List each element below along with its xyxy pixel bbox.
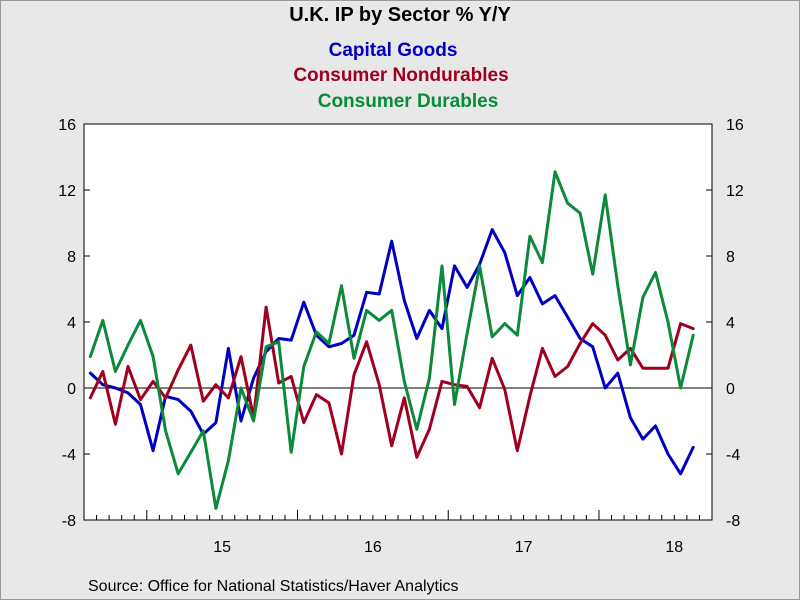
series-line-consumer-nondurables	[88, 305, 695, 459]
y-tick-label-left: 12	[58, 183, 76, 200]
y-tick-label-right: -8	[726, 513, 740, 530]
y-tick-label-right: 0	[726, 381, 735, 398]
y-tick-label-right: 8	[726, 249, 735, 266]
x-tick-label: 15	[213, 539, 231, 556]
x-tick-label: 18	[665, 539, 683, 556]
chart-title: U.K. IP by Sector % Y/Y	[289, 4, 511, 26]
legend-capital-goods: Capital Goods	[328, 40, 458, 61]
y-tick-label-right: 4	[726, 315, 735, 332]
y-tick-label-left: 4	[67, 315, 76, 332]
series-line-consumer-durables	[88, 170, 695, 510]
y-tick-label-left: -8	[62, 513, 76, 530]
series-line-capital-goods	[88, 228, 695, 476]
legend-consumer-durables: Consumer Durables	[317, 91, 499, 112]
plot-area	[83, 123, 713, 521]
y-tick-label-left: 16	[58, 117, 76, 134]
y-tick-label-left: 8	[67, 249, 76, 266]
y-tick-label-right: -4	[726, 447, 740, 464]
x-tick-label: 17	[515, 539, 533, 556]
y-tick-label-right: 12	[726, 183, 744, 200]
y-tick-label-left: 0	[67, 381, 76, 398]
source-note: Source: Office for National Statistics/H…	[88, 578, 459, 595]
y-tick-label-right: 16	[726, 117, 744, 134]
x-tick-label: 16	[364, 539, 382, 556]
legend-consumer-nondurables: Consumer Nondurables	[293, 65, 509, 86]
y-tick-label-left: -4	[62, 447, 76, 464]
